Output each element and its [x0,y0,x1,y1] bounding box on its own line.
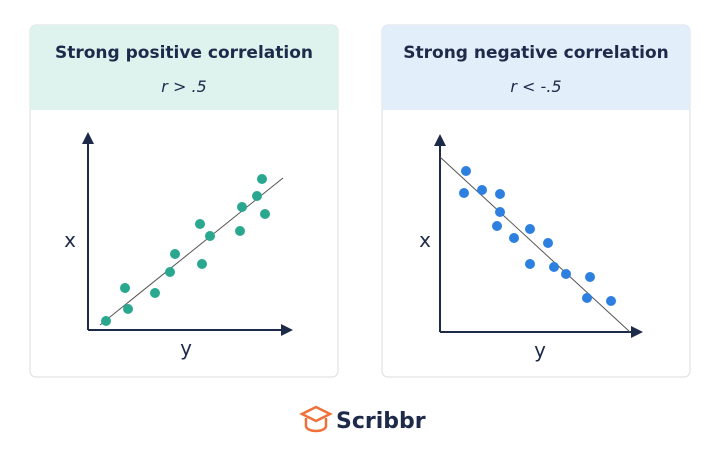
dot [492,221,502,231]
panel-title: Strong positive correlation [55,43,313,63]
trend-line [99,177,284,326]
dot [525,259,535,269]
dot [257,174,267,184]
dot [582,293,592,303]
panel-header [382,25,690,110]
dot [477,185,487,195]
dot [549,262,559,272]
dot [120,283,130,293]
logo-icon [299,405,333,423]
trend-line [439,156,631,333]
dot [585,272,595,282]
dot [197,259,207,269]
dot [495,207,505,217]
axis-label: y [534,338,546,362]
dot [525,224,535,234]
dot [195,219,205,229]
panel-header [30,25,338,110]
dot [170,249,180,259]
dot [235,226,245,236]
axis-label: x [64,228,76,252]
dot [205,231,215,241]
logo-icon [304,418,328,433]
panel-subtitle: r < -.5 [510,77,561,96]
panel-positive: Strong positive correlation r > .5 x y [29,24,339,378]
dot [461,166,471,176]
dot [165,267,175,277]
brand-name: Scribbr [336,409,426,434]
panel-negative: Strong negative correlation r < -.5 x y [381,24,691,378]
axis-label: x [419,228,431,252]
dot [237,202,247,212]
dot [260,209,270,219]
dots [459,166,616,306]
dot [150,288,160,298]
dot [561,269,571,279]
dot [543,238,553,248]
axis-label: y [180,336,192,360]
dot [101,316,111,326]
dot [495,189,505,199]
dot [606,296,616,306]
dot [252,191,262,201]
brand-logo: Scribbr [299,405,426,434]
dot [459,188,469,198]
dot [509,233,519,243]
panel-subtitle: r > .5 [161,77,206,96]
dots [101,174,270,326]
dot [123,304,133,314]
panel-title: Strong negative correlation [403,43,668,63]
